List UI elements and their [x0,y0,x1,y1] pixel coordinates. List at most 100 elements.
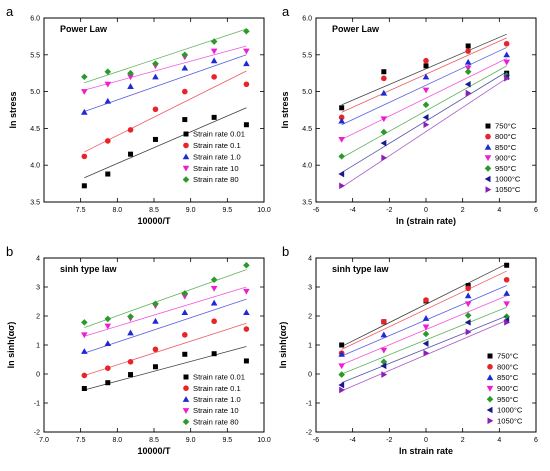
legend-marker [486,385,494,392]
series-3 [81,298,250,354]
data-point [127,83,134,89]
y-tick-label: -1 [306,401,312,408]
legend-label: 900°C [495,153,517,162]
data-point [423,349,430,357]
fit-line [341,270,507,350]
y-tick-label: 5.0 [30,89,40,96]
x-tick-label: 9.0 [186,207,196,214]
data-point [81,319,88,326]
fit-line [341,37,507,113]
data-point [422,340,429,347]
data-point [210,38,218,45]
plot-area [338,33,510,190]
data-point [465,43,471,49]
legend-label: Strain rate 1.0 [193,395,241,404]
y-tick-label: 5.5 [302,52,312,59]
data-point [152,317,159,324]
data-point [243,122,249,128]
series-7 [339,319,510,394]
y-tick-label: 5.0 [302,89,312,96]
legend-label: 1000°C [495,175,521,184]
legend-marker [484,143,492,150]
legend-marker [484,165,492,172]
data-point [504,319,510,326]
data-point [104,340,112,347]
x-axis-label: 10000/T [137,446,171,456]
legend-label: Strain rate 0.1 [193,384,241,393]
data-point [152,136,158,142]
y-axis-label: ln sinh(ασ) [278,322,288,369]
data-point [210,57,218,64]
data-point [243,309,250,316]
data-point [210,276,218,284]
data-point [465,283,471,289]
data-point [81,183,87,189]
data-point [380,362,387,370]
legend-marker [182,418,190,426]
chart-panel-4: b -6 -4 -2 0 2 4 6 -2 -1 0 1 2 3 4 ln strain rate ln sin… [278,244,538,456]
y-axis-label: ln sinh(ασ) [6,322,16,369]
x-tick-label: -6 [313,437,319,444]
series-2 [338,37,510,121]
x-tick-label: -2 [386,437,392,444]
x-tick-label: 9.0 [186,437,196,444]
data-point [182,117,188,123]
x-tick-label: 10.0 [257,437,271,444]
chart-title: Power Law [332,24,380,34]
legend: Strain rate 0.01 Strain rate 0.1 Strain ra… [182,130,245,184]
data-point [243,81,250,88]
chart-panel-2: a -6 -4 -2 0 2 4 6 3.5 4.0 4.5 5.0 5.5 6.0 ln (strain … [280,4,538,226]
series-1 [81,107,249,189]
data-point [465,285,471,292]
y-tick-label: -2 [34,430,40,437]
fit-line [341,295,507,366]
data-point [338,114,345,121]
legend: Strain rate 0.01 Strain rate 0.1 Strain ra… [182,373,245,426]
data-point [211,318,217,325]
data-point [422,114,429,121]
fit-line [84,54,247,112]
legend-label: Strain rate 0.01 [193,130,245,139]
data-point [105,380,111,386]
data-point [243,60,250,67]
data-point [81,89,88,95]
data-point [423,297,429,303]
fit-line [84,298,247,354]
fit-line [341,47,507,126]
legend-label: Strain rate 0.1 [193,141,241,150]
series-1 [81,346,249,391]
legend-marker [485,133,491,140]
fit-line [84,286,247,337]
data-point [422,87,430,94]
fit-line [84,70,247,153]
legend-marker [182,165,190,172]
x-tick-label: 0 [424,207,428,214]
data-point [182,351,188,357]
data-point [81,332,88,339]
y-axis-label: ln stress [8,91,18,128]
data-point [104,81,112,88]
y-tick-label: 0 [308,372,312,379]
data-point [127,127,134,133]
data-point [504,75,510,82]
data-point [381,154,388,162]
y-tick-label: 0 [36,372,40,379]
series-2 [81,70,250,160]
chart-title: sinh type law [332,264,390,274]
y-tick-label: -2 [306,430,312,437]
plot-area [81,261,250,391]
data-point [338,381,345,389]
data-point [127,69,134,77]
fit-line [341,58,507,140]
y-tick-label: 3.5 [302,200,312,207]
data-point [465,328,472,336]
panel-label: a [282,4,290,19]
plot-area [338,262,510,394]
legend-label: Strain rate 1.0 [193,152,241,161]
panel-label: a [6,4,14,19]
legend-label: 850°C [497,373,519,382]
data-point [339,182,345,190]
data-point [464,68,472,76]
